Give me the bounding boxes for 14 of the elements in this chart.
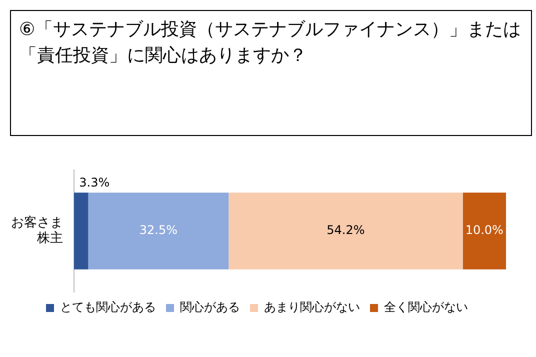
data-label: 3.3% [79, 176, 110, 190]
data-label: 10.0% [465, 223, 504, 238]
legend-label: あまり関心がない [264, 300, 360, 314]
bar [88, 192, 229, 270]
data-label: 32.5% [139, 223, 178, 238]
bar [74, 192, 88, 270]
bar [462, 192, 506, 270]
y-tick-label: お客さま株主 [11, 214, 63, 246]
bar [228, 192, 463, 270]
legend-label: 全く関心がない [384, 300, 468, 314]
legend-label: とても関心がある [60, 300, 156, 314]
legend-label: 関心がある [180, 300, 240, 314]
chart-title: ⑥「サステナブル投資（サステナブルファイナンス）」または「責任投資」に関心はありますか？ [10, 10, 532, 136]
data-label: 54.2% [326, 223, 365, 238]
